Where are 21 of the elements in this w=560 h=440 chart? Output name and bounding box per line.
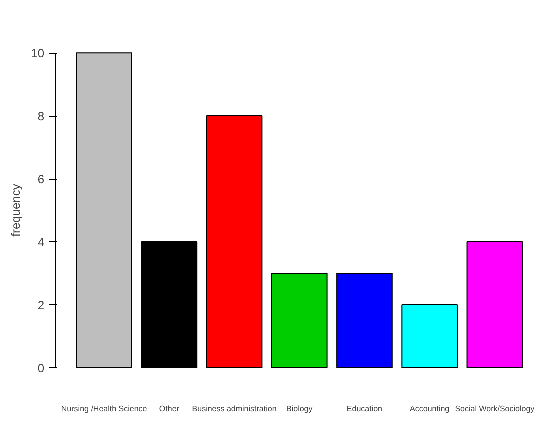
x-tick-label: Social Work/Sociology <box>455 404 535 414</box>
y-tick-label: 6 <box>38 172 45 187</box>
bar <box>206 116 263 368</box>
y-tick-label: 2 <box>38 298 45 312</box>
x-tick-label: Other <box>159 404 180 414</box>
y-tick-label: 10 <box>31 46 45 61</box>
x-tick-label: Nursing /Health Science <box>61 404 148 414</box>
bar <box>336 272 393 368</box>
y-tick-label: 4 <box>38 235 45 250</box>
x-tick-label: Education <box>346 404 383 414</box>
y-tick-label: 8 <box>38 110 45 124</box>
bar <box>402 304 458 368</box>
bar <box>466 241 524 368</box>
bar <box>271 272 328 368</box>
x-tick-label: Biology <box>286 404 313 414</box>
y-axis-title: frequency <box>9 184 24 237</box>
x-tick-label: Accounting <box>410 404 450 414</box>
x-tick-label: Business administration <box>192 404 277 414</box>
bar <box>76 52 132 368</box>
bar <box>141 241 198 368</box>
y-tick-label: 0 <box>38 361 45 376</box>
